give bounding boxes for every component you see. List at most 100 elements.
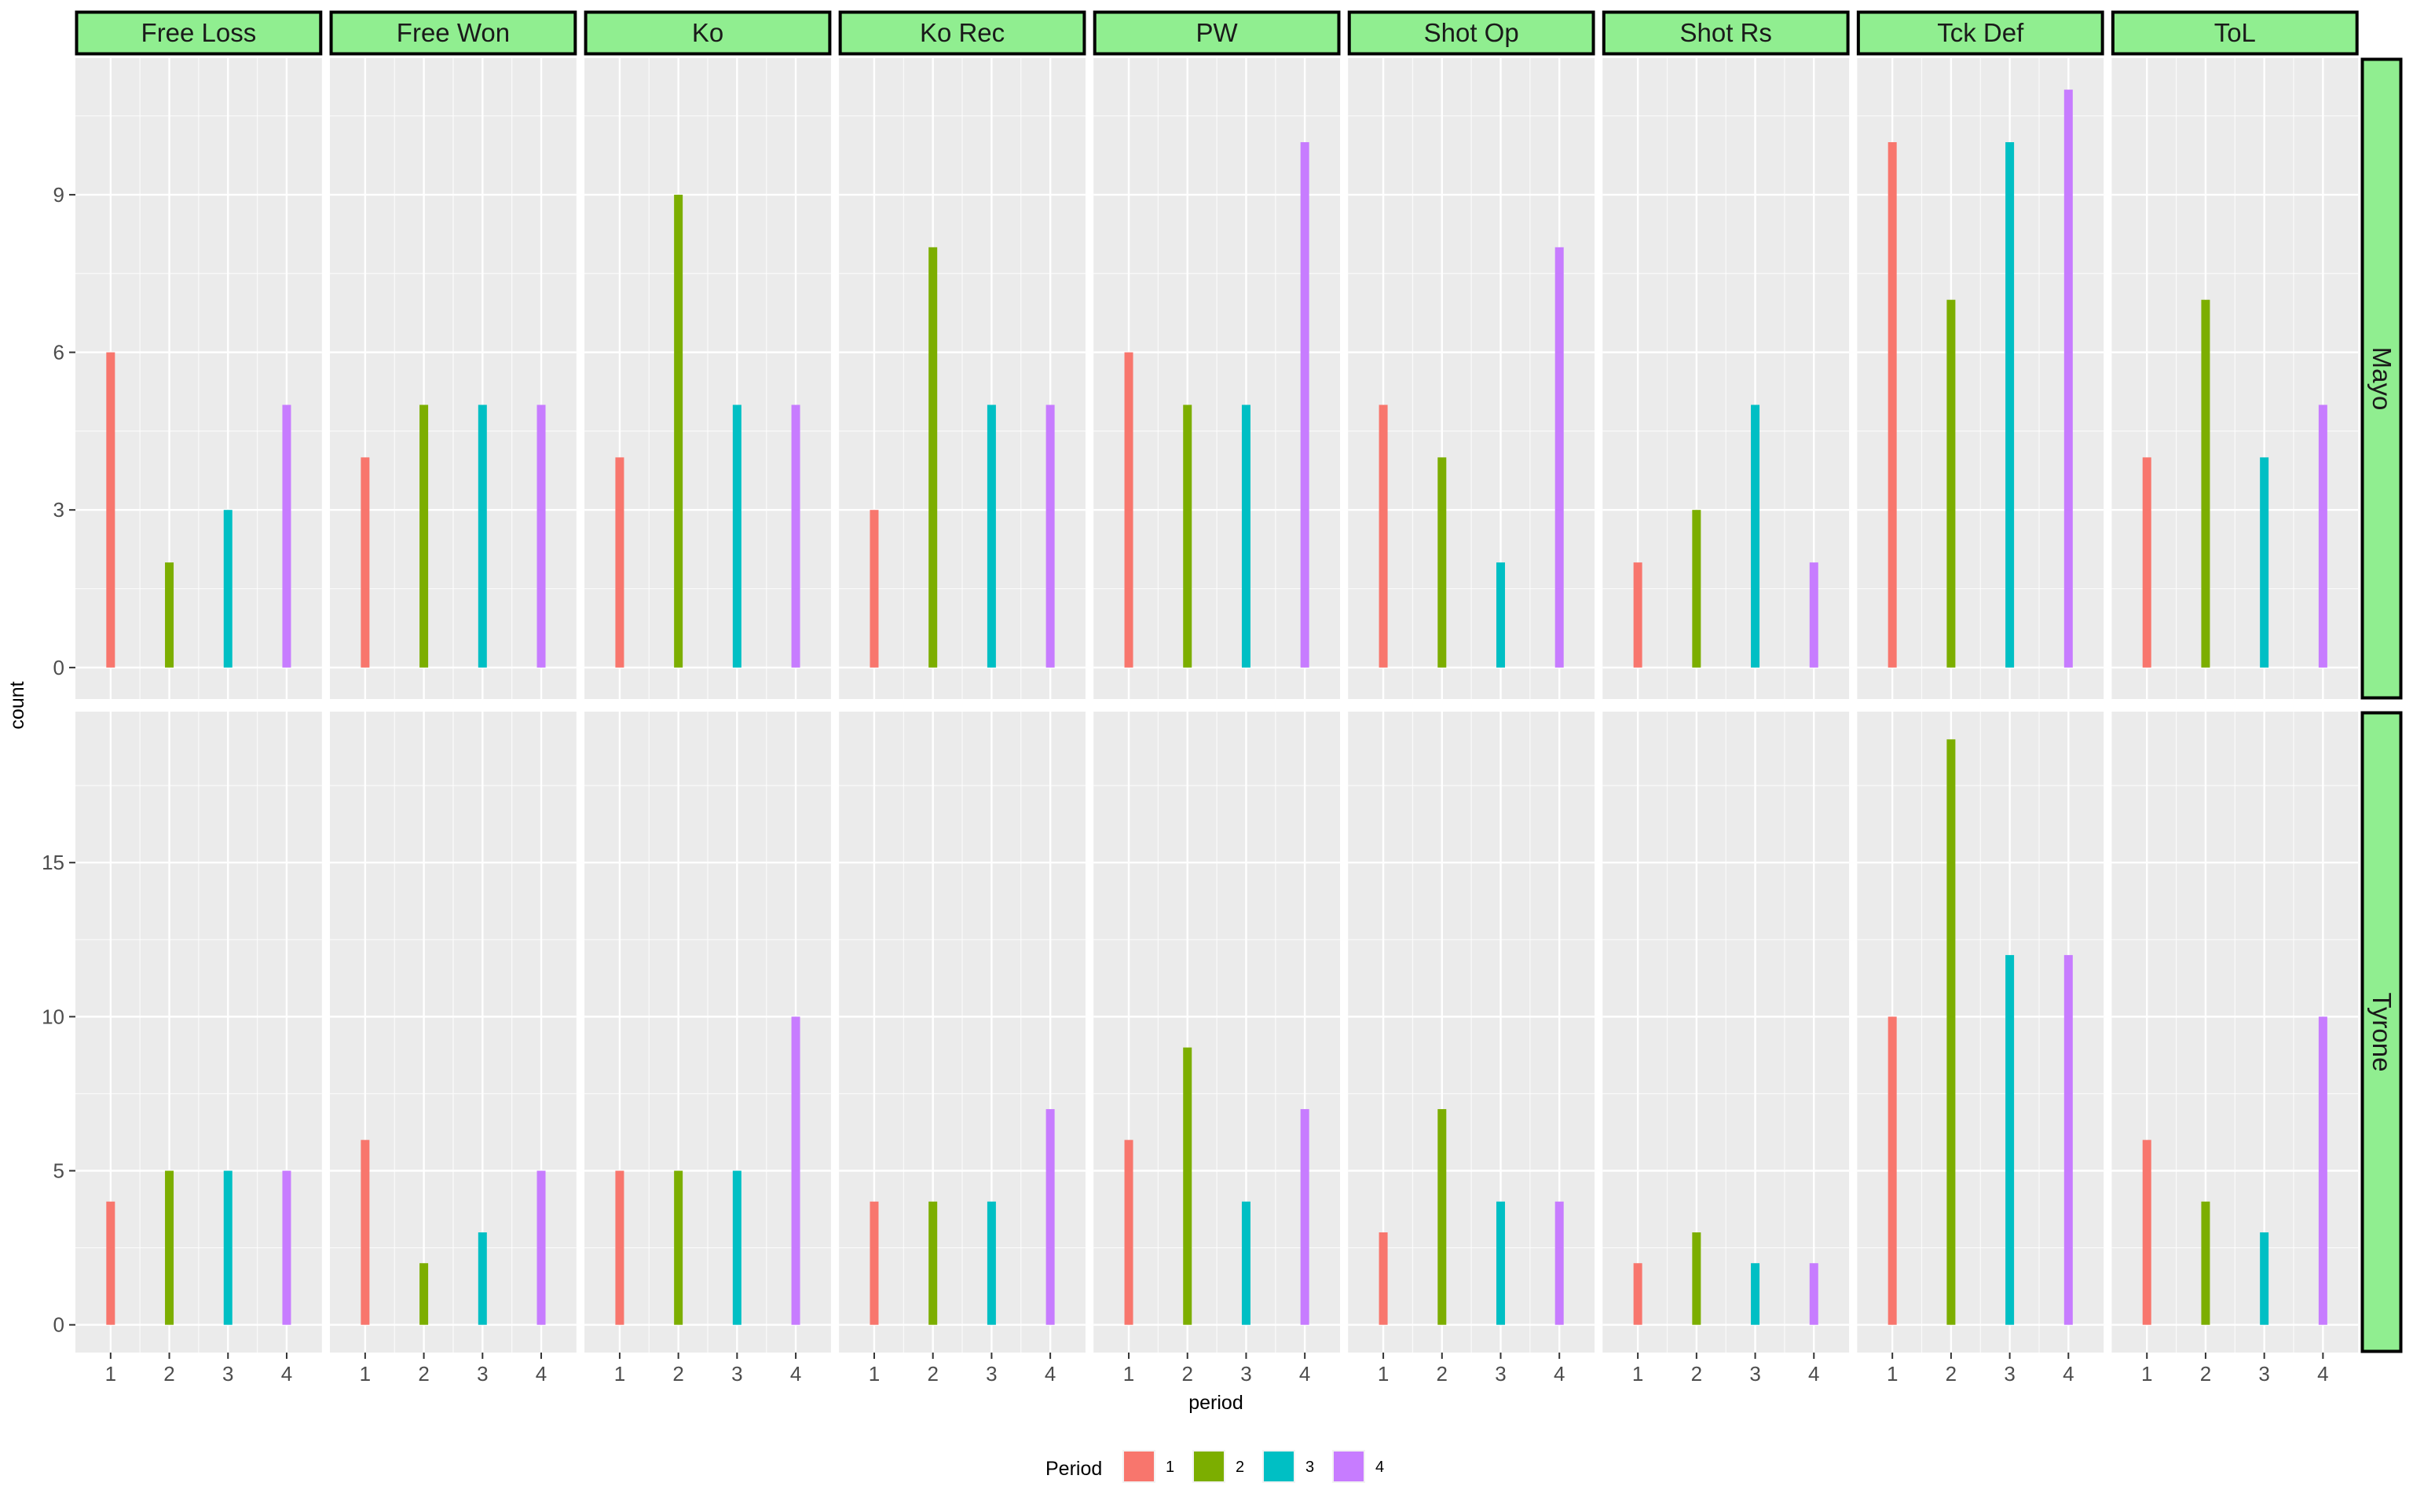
- bar-tyrone-ko-period-1: [615, 1170, 624, 1325]
- x-tick-label: 1: [1887, 1362, 1898, 1386]
- bar-mayo-free-won-period-2: [419, 405, 429, 668]
- bar-mayo-ko-rec-period-1: [870, 510, 879, 668]
- bar-mayo-free-won-period-4: [536, 405, 546, 668]
- x-tick-label: 4: [2317, 1362, 2328, 1386]
- bar-tyrone-pw-period-3: [1241, 1201, 1250, 1325]
- x-tick-label: 3: [477, 1362, 488, 1386]
- x-tick-label: 2: [927, 1362, 938, 1386]
- x-tick-label: 4: [1045, 1362, 1056, 1386]
- bar-tyrone-tol-period-4: [2318, 1016, 2327, 1325]
- bar-mayo-free-loss-period-2: [165, 562, 174, 668]
- bar-mayo-shot-op-period-4: [1554, 247, 1564, 668]
- x-tick-label: 3: [1495, 1362, 1506, 1386]
- bar-tyrone-tol-period-2: [2201, 1201, 2210, 1325]
- x-tick-label: 4: [1299, 1362, 1310, 1386]
- facet-label-tck-def: Tck Def: [1937, 18, 2024, 47]
- bar-mayo-shot-rs-period-2: [1692, 510, 1701, 668]
- x-tick-label: 1: [1378, 1362, 1389, 1386]
- bar-tyrone-shot-rs-period-2: [1692, 1232, 1701, 1325]
- x-tick-label: 4: [1808, 1362, 1819, 1386]
- bar-tyrone-ko-period-3: [732, 1170, 741, 1325]
- bar-mayo-tol-period-1: [2142, 457, 2151, 668]
- x-tick-label: 1: [360, 1362, 371, 1386]
- facet-strip-pw: [1093, 10, 1341, 56]
- x-tick-label: 4: [790, 1362, 801, 1386]
- facet-strip-shot-rs: [1602, 10, 1850, 56]
- bar-mayo-shot-op-period-3: [1496, 562, 1506, 668]
- x-tick-label: 1: [105, 1362, 116, 1386]
- bar-tyrone-free-loss-period-3: [223, 1170, 233, 1325]
- bar-tyrone-shot-rs-period-1: [1633, 1263, 1642, 1325]
- x-tick-label: 2: [1691, 1362, 1702, 1386]
- bar-tyrone-shot-op-period-2: [1437, 1109, 1447, 1325]
- bar-mayo-ko-period-4: [791, 405, 800, 668]
- x-tick-label: 4: [281, 1362, 292, 1386]
- bar-mayo-ko-rec-period-2: [928, 247, 938, 668]
- bar-tyrone-free-won-period-1: [361, 1140, 370, 1325]
- bar-mayo-free-loss-period-3: [223, 510, 233, 668]
- bar-mayo-tck-def-period-4: [2063, 90, 2073, 668]
- x-tick-label: 1: [869, 1362, 880, 1386]
- bar-mayo-pw-period-1: [1124, 352, 1133, 668]
- bar-mayo-free-won-period-3: [478, 405, 487, 668]
- bar-tyrone-free-loss-period-2: [165, 1170, 174, 1325]
- facet-strip-free-loss: [75, 10, 323, 56]
- x-tick-label: 2: [1182, 1362, 1193, 1386]
- bar-mayo-tck-def-period-3: [2005, 142, 2015, 668]
- bar-tyrone-ko-rec-period-2: [928, 1201, 938, 1325]
- bar-tyrone-ko-rec-period-1: [870, 1201, 879, 1325]
- bar-tyrone-tck-def-period-3: [2005, 954, 2015, 1325]
- row-strip-mayo: [2360, 57, 2403, 700]
- bar-tyrone-ko-rec-period-4: [1045, 1109, 1055, 1325]
- bar-mayo-tol-period-3: [2260, 457, 2269, 668]
- bar-tyrone-shot-op-period-1: [1379, 1232, 1388, 1325]
- x-tick-label: 2: [1437, 1362, 1448, 1386]
- y-tick-label: 5: [53, 1159, 64, 1183]
- x-tick-label: 4: [1554, 1362, 1565, 1386]
- bar-tyrone-pw-period-1: [1124, 1140, 1133, 1325]
- facet-label-tol: ToL: [2214, 18, 2256, 47]
- x-tick-label: 1: [2141, 1362, 2152, 1386]
- x-tick-label: 2: [163, 1362, 174, 1386]
- facet-strip-tol: [2111, 10, 2359, 56]
- facet-label-free-won: Free Won: [397, 18, 510, 47]
- legend-swatch-4: [1334, 1452, 1364, 1481]
- bar-tyrone-free-loss-period-4: [282, 1170, 291, 1325]
- bar-mayo-free-loss-period-4: [282, 405, 291, 668]
- bar-tyrone-ko-rec-period-3: [987, 1201, 996, 1325]
- bar-mayo-pw-period-4: [1300, 142, 1309, 668]
- y-axis-label: count: [6, 681, 28, 729]
- legend-label-2: 2: [1236, 1459, 1244, 1476]
- bar-mayo-ko-rec-period-4: [1045, 405, 1055, 668]
- legend-label-4: 4: [1375, 1459, 1384, 1476]
- legend-swatch-1: [1124, 1452, 1154, 1481]
- bar-tyrone-pw-period-4: [1300, 1109, 1309, 1325]
- y-tick-label: 0: [53, 1313, 64, 1337]
- bar-tyrone-shot-op-period-4: [1554, 1201, 1564, 1325]
- bar-tyrone-tck-def-period-4: [2063, 954, 2073, 1325]
- bar-tyrone-ko-period-4: [791, 1016, 800, 1325]
- bar-mayo-shot-op-period-1: [1379, 405, 1388, 668]
- bar-mayo-shot-op-period-2: [1437, 457, 1447, 668]
- facet-strip-shot-op: [1347, 10, 1595, 56]
- y-tick-label: 3: [53, 498, 64, 522]
- x-tick-label: 3: [1240, 1362, 1251, 1386]
- x-tick-label: 2: [2200, 1362, 2211, 1386]
- facet-label-pw: PW: [1196, 18, 1239, 47]
- bar-mayo-free-won-period-1: [361, 457, 370, 668]
- bar-tyrone-shot-rs-period-4: [1809, 1263, 1818, 1325]
- bar-mayo-ko-period-2: [674, 194, 683, 668]
- facet-label-ko: Ko: [692, 18, 723, 47]
- x-tick-label: 2: [672, 1362, 683, 1386]
- x-tick-label: 3: [1749, 1362, 1760, 1386]
- facet-label-ko-rec: Ko Rec: [920, 18, 1005, 47]
- bar-mayo-tol-period-4: [2318, 405, 2327, 668]
- bar-mayo-tck-def-period-2: [1946, 299, 1956, 668]
- x-tick-label: 3: [731, 1362, 742, 1386]
- facet-label-shot-op: Shot Op: [1424, 18, 1519, 47]
- legend-swatch-3: [1264, 1452, 1294, 1481]
- facet-label-shot-rs: Shot Rs: [1680, 18, 1772, 47]
- bar-mayo-tol-period-2: [2201, 299, 2210, 668]
- bar-tyrone-tol-period-1: [2142, 1140, 2151, 1325]
